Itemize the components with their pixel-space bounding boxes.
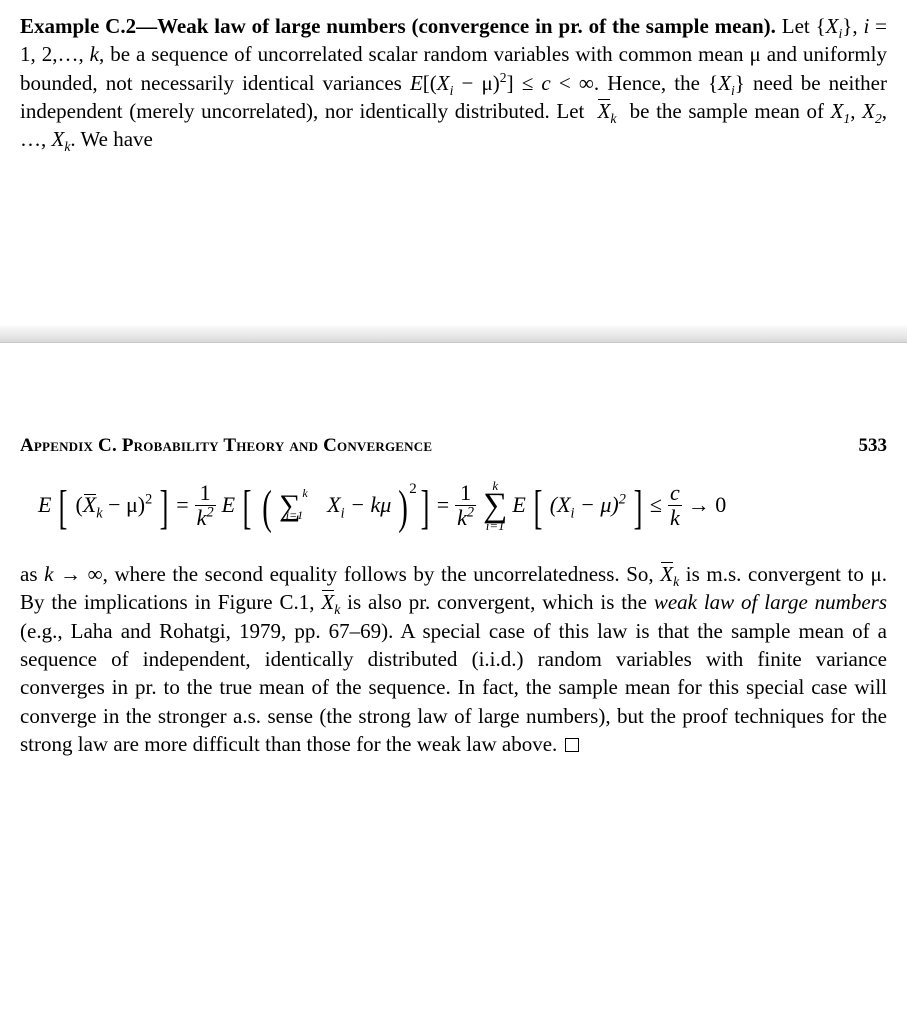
eq-sum2-inside: (Xi − μ)2 bbox=[550, 492, 626, 518]
bracket-open-icon: [ bbox=[533, 491, 542, 525]
eq-frac-3: c k bbox=[668, 482, 682, 529]
eq-lhs-inside: (Xk − μ)2 bbox=[75, 492, 152, 518]
paren-close-icon: ) bbox=[398, 491, 408, 525]
eq-sum-inline: ∑ki=1 bbox=[279, 495, 323, 516]
eq-sum1-arg: Xi − kμ bbox=[327, 492, 391, 518]
eq-frac-2: 1 k2 bbox=[455, 482, 476, 529]
displayed-equation: E [ (Xk − μ)2 ] = 1 k2 E [ ( ∑ki=1 Xi − … bbox=[38, 479, 887, 532]
example-title: Example C.2—Weak law of large numbers (c… bbox=[20, 14, 776, 38]
header-left: Appendix C. Probability Theory and Conve… bbox=[20, 435, 432, 457]
bracket-close-icon: ] bbox=[160, 491, 169, 525]
bracket-open-icon: [ bbox=[59, 491, 68, 525]
eq-E-1: E bbox=[38, 492, 51, 518]
eq-E-2: E bbox=[222, 492, 235, 518]
eq-E-3: E bbox=[512, 492, 525, 518]
page-break-divider bbox=[0, 324, 907, 343]
paren-open-icon: ( bbox=[262, 491, 272, 525]
example-intro-paragraph: Example C.2—Weak law of large numbers (c… bbox=[20, 12, 887, 154]
eq-tail: → 0 bbox=[688, 492, 727, 518]
bracket-close-icon: ] bbox=[633, 491, 642, 525]
eq-frac-1: 1 k2 bbox=[195, 482, 216, 529]
bracket-close-icon: ] bbox=[420, 491, 429, 525]
conclusion-paragraph: as k → ∞, where the second equality foll… bbox=[20, 560, 887, 758]
page-number: 533 bbox=[859, 435, 888, 457]
eq-sum-2: k ∑ i=1 bbox=[483, 479, 507, 532]
conclusion-body: as k → ∞, where the second equality foll… bbox=[20, 562, 887, 756]
running-header: Appendix C. Probability Theory and Conve… bbox=[20, 435, 887, 457]
bracket-open-icon: [ bbox=[243, 491, 252, 525]
